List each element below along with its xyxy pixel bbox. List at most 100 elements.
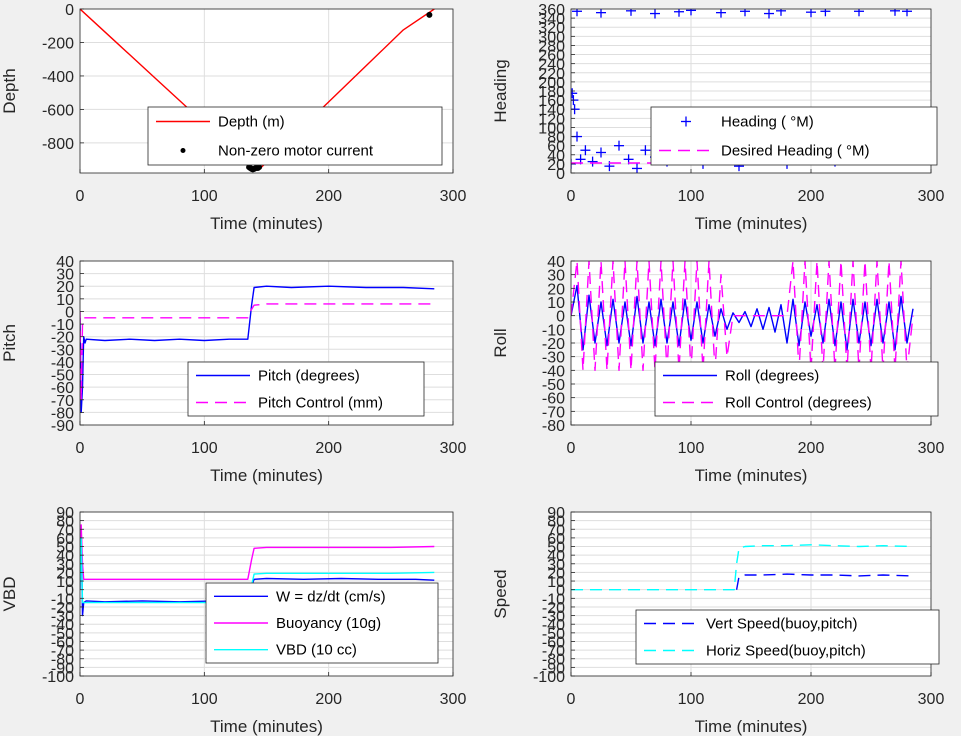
y-tick-label: -10 bbox=[542, 591, 565, 608]
y-tick-label: 80 bbox=[56, 514, 74, 531]
data-layer bbox=[80, 9, 435, 173]
y-tick-label: -200 bbox=[42, 35, 74, 52]
y-tick-label: 360 bbox=[538, 2, 565, 19]
y-tick-label: 60 bbox=[56, 531, 74, 548]
y-tick-label: -80 bbox=[51, 405, 74, 422]
data-point bbox=[650, 9, 660, 19]
legend: Roll (degrees) Roll Control (degrees) bbox=[654, 361, 939, 417]
y-tick-label: 10 bbox=[56, 292, 74, 309]
legend-swatch bbox=[180, 148, 186, 153]
legend: Pitch (degrees) Pitch Control (mm) bbox=[187, 361, 425, 417]
y-tick-label: 20 bbox=[547, 565, 565, 582]
y-axis-label: Depth bbox=[0, 68, 19, 113]
x-tick-label: 300 bbox=[918, 440, 945, 457]
x-axis-label: Time (minutes) bbox=[695, 717, 808, 736]
y-tick-label: 30 bbox=[547, 557, 565, 574]
x-tick-label: 200 bbox=[315, 440, 342, 457]
x-tick-label: 100 bbox=[191, 188, 218, 205]
y-tick-label: 0 bbox=[556, 583, 565, 600]
chart-panel-6: 0 100 200 3009080706050403020100-10-20-30-4… bbox=[491, 505, 944, 736]
y-tick-label: -100 bbox=[42, 669, 74, 686]
legend-label: Buoyancy (10g) bbox=[276, 615, 381, 632]
x-tick-label: 100 bbox=[678, 440, 705, 457]
y-tick-label: 200 bbox=[538, 75, 565, 92]
y-tick-label: 300 bbox=[538, 29, 565, 46]
y-tick-label: 40 bbox=[56, 548, 74, 565]
series-2-line bbox=[571, 544, 914, 591]
legend: Vert Speed(buoy,pitch) Horiz Speed(buoy,p… bbox=[635, 609, 940, 665]
x-axis-label: Time (minutes) bbox=[695, 214, 808, 233]
y-tick-label: 10 bbox=[547, 574, 565, 591]
data-layer bbox=[571, 544, 914, 591]
x-axis-label: Time (minutes) bbox=[210, 214, 323, 233]
x-tick-label: 200 bbox=[798, 440, 825, 457]
y-tick-label: 10 bbox=[56, 574, 74, 591]
x-tick-label: 200 bbox=[798, 691, 825, 708]
y-tick-label: 20 bbox=[56, 565, 74, 582]
y-tick-label: -40 bbox=[51, 355, 74, 372]
y-tick-label: -30 bbox=[542, 609, 565, 626]
y-tick-label: 60 bbox=[547, 531, 565, 548]
y-tick-label: -90 bbox=[51, 418, 74, 435]
legend: Heading ( °M) Desired Heading ( °M) bbox=[650, 106, 938, 166]
data-point bbox=[256, 164, 263, 171]
y-tick-label: 10 bbox=[547, 295, 565, 312]
y-tick-label: -70 bbox=[51, 393, 74, 410]
y-tick-label: -80 bbox=[542, 652, 565, 669]
y-tick-label: -30 bbox=[542, 350, 565, 367]
y-tick-label: 90 bbox=[56, 505, 74, 522]
y-tick-label: -60 bbox=[51, 634, 74, 651]
legend: Depth (m) Non-zero motor current bbox=[147, 106, 443, 166]
legend-item-2: Desired Heading ( °M) bbox=[659, 143, 870, 160]
data-point bbox=[902, 9, 912, 17]
x-tick-label: 300 bbox=[918, 691, 945, 708]
x-tick-label: 100 bbox=[678, 691, 705, 708]
chart-panel-5: 0 100 200 3009080706050403020100-10-20-30-4… bbox=[0, 505, 466, 736]
data-point bbox=[587, 156, 598, 167]
data-point bbox=[571, 88, 578, 99]
legend-item-2: Buoyancy (10g) bbox=[214, 615, 381, 632]
series-2-line bbox=[571, 261, 914, 371]
x-tick-label: 300 bbox=[440, 188, 467, 205]
y-tick-label: 160 bbox=[538, 93, 565, 110]
data-point bbox=[596, 147, 606, 158]
legend-label: Non-zero motor current bbox=[218, 143, 374, 160]
data-point bbox=[426, 11, 433, 18]
x-tick-label: 0 bbox=[76, 188, 85, 205]
x-tick-label: 100 bbox=[191, 691, 218, 708]
chart-panel-3: 0 100 200 300403020100-10-20-30-40-50-60-70… bbox=[0, 254, 466, 485]
y-tick-label: 30 bbox=[547, 268, 565, 285]
x-tick-label: 200 bbox=[315, 691, 342, 708]
y-tick-label: 40 bbox=[56, 254, 74, 271]
legend-label: Roll Control (degrees) bbox=[725, 395, 872, 412]
legend-item-1: Vert Speed(buoy,pitch) bbox=[644, 616, 857, 633]
y-tick-label: 140 bbox=[538, 102, 565, 119]
chart-panel-2: 0 100 200 300020406080100120140160180200220… bbox=[491, 2, 944, 233]
y-tick-label: -20 bbox=[51, 330, 74, 347]
data-point bbox=[572, 9, 582, 17]
data-point bbox=[820, 9, 831, 17]
x-tick-label: 0 bbox=[567, 440, 576, 457]
y-tick-label: -70 bbox=[542, 404, 565, 421]
y-axis-label: Roll bbox=[491, 328, 510, 357]
y-tick-label: -30 bbox=[51, 609, 74, 626]
data-point bbox=[614, 140, 624, 151]
y-tick-label: 80 bbox=[547, 130, 565, 147]
y-tick-label: -800 bbox=[42, 136, 74, 153]
data-point bbox=[854, 9, 864, 17]
y-tick-label: 320 bbox=[538, 20, 565, 37]
series-1-line bbox=[80, 285, 435, 414]
y-tick-label: -400 bbox=[42, 69, 74, 86]
series-2-line bbox=[80, 524, 435, 590]
y-tick-label: -20 bbox=[542, 336, 565, 353]
y-tick-label: -10 bbox=[51, 317, 74, 334]
axes-box bbox=[79, 8, 454, 174]
legend-label: Pitch Control (mm) bbox=[258, 395, 383, 412]
y-tick-label: 240 bbox=[538, 57, 565, 74]
y-tick-label: -80 bbox=[542, 418, 565, 435]
y-tick-label: -90 bbox=[542, 660, 565, 677]
data-point bbox=[806, 9, 816, 18]
legend-item-3: VBD (10 cc) bbox=[214, 642, 357, 659]
legend-label: Horiz Speed(buoy,pitch) bbox=[706, 643, 866, 660]
